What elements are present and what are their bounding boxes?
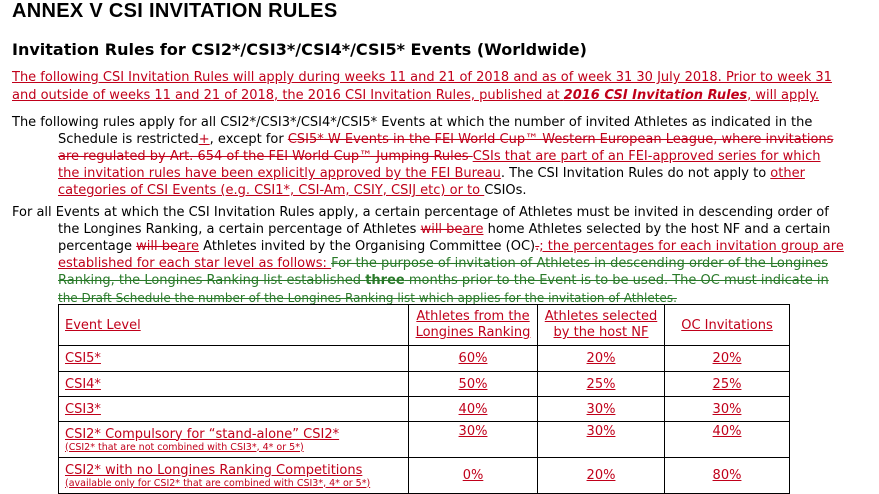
para2-line2-mid: , except for (209, 132, 288, 147)
event-level-cell: CSI2* Compulsory for “stand-alone” CSI2*… (58, 421, 409, 458)
section-subtitle: Invitation Rules for CSI2*/CSI3*/CSI4*/C… (12, 40, 587, 59)
event-level-cell: CSI3* (58, 396, 409, 422)
para2-line5-text: CSIOs. (484, 183, 527, 198)
para2-line1: The following rules apply for all CSI2*/… (12, 115, 813, 130)
table-row: CSI2* Compulsory for “stand-alone” CSI2*… (58, 421, 790, 458)
nf-cell: 20% (537, 345, 665, 372)
moved-deleted-text: months prior to the Event is to be used.… (404, 273, 829, 288)
ranking-cell: 60% (408, 345, 538, 372)
para3-line4: established for each star level as follo… (58, 255, 828, 274)
para1-line2-text: and outside of weeks 11 and 21 of 2018, … (12, 88, 564, 103)
header-event-level: Event Level (58, 304, 409, 346)
para3-line2: the Longines Ranking, a certain percenta… (58, 221, 830, 240)
para2-line5: categories of CSI Events (e.g. CSI1*, CS… (58, 182, 527, 201)
annex-title: ANNEX V CSI INVITATION RULES (12, 0, 338, 22)
oc-cell: 80% (664, 457, 790, 494)
table-row: CSI2* with no Longines Ranking Competiti… (58, 457, 790, 494)
inserted-text: are (178, 239, 200, 254)
para2-line3: are regulated by Art. 654 of the FEI Wor… (58, 148, 821, 167)
header-host-line1: Athletes selected (544, 309, 658, 324)
inserted-text: categories of CSI Events (e.g. CSI1*, CS… (58, 183, 485, 198)
oc-cell: 25% (664, 371, 790, 397)
inserted-text: ; the percentages for each invitation gr… (539, 239, 844, 254)
deleted-text: CSI5*-W Events in the FEI World Cup™ Wes… (287, 132, 834, 147)
table-row: CSI5* 60% 20% 20% (58, 345, 790, 372)
para1-line1: The following CSI Invitation Rules will … (12, 70, 832, 85)
para3-line3: percentage will beare Athletes invited b… (58, 238, 844, 257)
inserted-text: are (462, 222, 484, 237)
deleted-text: . (535, 239, 540, 254)
para1-line2-end: , will apply. (747, 88, 820, 103)
inserted-text: CSIs that are part of an FEI-approved se… (472, 149, 821, 164)
table-row: CSI4* 50% 25% 25% (58, 371, 790, 397)
event-level-note: (CSI2* that are not combined with CSI3*,… (65, 441, 304, 453)
inserted-text: other (770, 166, 805, 181)
invitation-table: Event Level Athletes from the Longines Ra… (58, 304, 790, 494)
inserted-text: established for each star level as follo… (58, 256, 332, 271)
header-longines-line2: Longines Ranking (415, 325, 531, 340)
ranking-cell: 0% (408, 457, 538, 494)
nf-cell: 25% (537, 371, 665, 397)
deleted-text: will be (420, 222, 463, 237)
para3-line6: the Draft Schedule the number of the Lon… (58, 291, 677, 305)
header-longines-ranking: Athletes from the Longines Ranking (408, 304, 538, 346)
para2-line4: the invitation rules have been explicitl… (58, 165, 805, 184)
table-header-row: Event Level Athletes from the Longines Ra… (58, 304, 790, 346)
para2-line2: Schedule is restricted+, except for CSI5… (58, 131, 833, 150)
deleted-text: are regulated by Art. 654 of the FEI Wor… (58, 149, 473, 164)
para3-line3-text: percentage (58, 239, 137, 254)
oc-cell: 30% (664, 396, 790, 422)
invitation-rules-link[interactable]: 2016 CSI Invitation Rules (563, 88, 748, 103)
event-level-label: CSI2* Compulsory for “stand-alone” CSI2* (65, 426, 340, 442)
para2-line4-text: . The CSI Invitation Rules do not apply … (500, 166, 771, 181)
para3-line2-text: the Longines Ranking, a certain percenta… (58, 222, 421, 237)
event-level-cell: CSI5* (58, 345, 409, 372)
event-level-cell: CSI2* with no Longines Ranking Competiti… (58, 457, 409, 494)
para3-line5: Ranking, the Longines Ranking list estab… (58, 272, 829, 291)
para3-line3-mid: Athletes invited by the Organising Commi… (199, 239, 536, 254)
oc-cell: 40% (664, 421, 790, 458)
ranking-cell: 50% (408, 371, 538, 397)
oc-cell: 20% (664, 345, 790, 372)
nf-cell: 30% (537, 396, 665, 422)
table-row: CSI3* 40% 30% 30% (58, 396, 790, 422)
nf-cell: 20% (537, 457, 665, 494)
ranking-cell: 30% (408, 421, 538, 458)
ranking-cell: 40% (408, 396, 538, 422)
moved-deleted-text: Ranking, the Longines Ranking list estab… (58, 273, 366, 288)
event-level-note: (available only for CSI2* that are combi… (65, 477, 371, 489)
moved-deleted-text: three (365, 273, 405, 288)
para3-line1: For all Events at which the CSI Invitati… (12, 205, 829, 220)
inserted-plus: + (198, 132, 210, 147)
event-level-label: CSI2* with no Longines Ranking Competiti… (65, 462, 363, 478)
header-oc-invitations: OC Invitations (664, 304, 790, 346)
nf-cell: 30% (537, 421, 665, 458)
inserted-text: the invitation rules have been explicitl… (58, 166, 501, 181)
header-host-nf: Athletes selected by the host NF (537, 304, 665, 346)
event-level-cell: CSI4* (58, 371, 409, 397)
header-host-line2: by the host NF (553, 325, 649, 340)
para2-line2-text: Schedule is restricted (58, 132, 199, 147)
para1-line2: and outside of weeks 11 and 21 of 2018, … (12, 87, 819, 106)
deleted-text: will be (136, 239, 178, 254)
para3-line2-end: home Athletes selected by the host NF an… (483, 222, 831, 237)
header-longines-line1: Athletes from the (416, 309, 530, 324)
moved-deleted-text: For the purpose of invitation of Athlete… (331, 256, 828, 271)
